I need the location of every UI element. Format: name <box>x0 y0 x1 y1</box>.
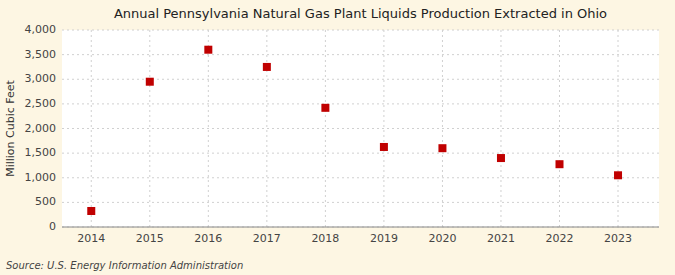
x-tick-label: 2017 <box>253 232 281 245</box>
title: Annual Pennsylvania Natural Gas Plant Li… <box>114 6 607 21</box>
point <box>497 154 505 162</box>
y-tick-label: 4,000 <box>25 23 57 36</box>
point <box>263 63 271 71</box>
y-axis: 0 500 1,000 1,500 2,000 2,500 3,000 3,500 4,000 <box>25 23 660 233</box>
x-tick-label: 2016 <box>194 232 222 245</box>
x-tick-label: 2020 <box>428 232 456 245</box>
x-grid-line <box>149 30 150 227</box>
y-tick-label: 3,500 <box>25 48 57 61</box>
chart-svg: 0 500 1,000 1,500 2,000 2,500 3,000 3,500 4,000 2… <box>0 0 675 275</box>
y-grid-line <box>62 54 659 55</box>
x-grid-line <box>383 30 384 227</box>
y-tick-label: 2,000 <box>25 122 57 135</box>
point <box>438 144 446 152</box>
points <box>87 46 622 215</box>
x-tick-label: 2018 <box>311 232 339 245</box>
source-note: Source: U.S. Energy Information Administ… <box>6 260 243 271</box>
x-axis-line <box>62 227 659 228</box>
y-tick-label: 2,500 <box>25 97 57 110</box>
y-grid-line <box>62 153 659 154</box>
y-tick-label: 500 <box>35 195 56 208</box>
x-tick-label: 2015 <box>136 232 164 245</box>
x-grid-line <box>325 30 326 227</box>
point <box>321 104 329 112</box>
x-grid-line <box>618 30 619 227</box>
x-axis: 2014 2015 2016 2017 2018 2019 2020 2021 2022 2023 <box>62 30 659 245</box>
x-tick-label: 2019 <box>370 232 398 245</box>
chart-container: 0 500 1,000 1,500 2,000 2,500 3,000 3,500 4,000 2… <box>0 0 675 275</box>
x-tick-label: 2023 <box>604 232 632 245</box>
y-tick-label: 0 <box>49 220 56 233</box>
point <box>556 160 564 168</box>
y-tick-label: 1,000 <box>25 171 57 184</box>
point <box>146 78 154 86</box>
x-grid-line <box>559 30 560 227</box>
plot-background <box>62 30 659 227</box>
y-tick-label: 1,500 <box>25 146 57 159</box>
point <box>204 46 212 54</box>
point <box>614 171 622 179</box>
x-tick-label: 2014 <box>77 232 105 245</box>
x-grid-line <box>442 30 443 227</box>
y-grid-line <box>62 177 659 178</box>
x-grid-line <box>208 30 209 227</box>
y-grid-line <box>62 103 659 104</box>
y-grid-line <box>62 128 659 129</box>
point <box>87 207 95 215</box>
y-grid-line <box>62 202 659 203</box>
x-grid-line <box>266 30 267 227</box>
y-axis-label: Million Cubic Feet <box>4 79 17 176</box>
y-grid-line <box>62 30 659 31</box>
y-grid-line <box>62 227 659 228</box>
x-grid-line <box>91 30 92 227</box>
y-tick-label: 3,000 <box>25 72 57 85</box>
x-tick-label: 2022 <box>546 232 574 245</box>
x-grid-line <box>500 30 501 227</box>
x-tick-label: 2021 <box>487 232 515 245</box>
point <box>380 143 388 151</box>
